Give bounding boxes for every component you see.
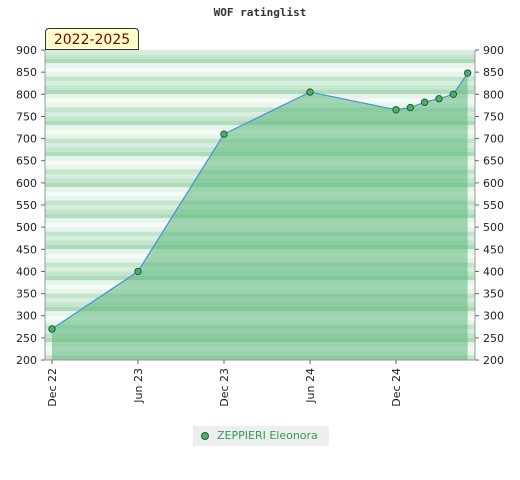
band xyxy=(45,107,475,112)
y-tick-label-left: 550 xyxy=(16,199,37,212)
band xyxy=(45,50,475,55)
y-tick-label-left: 450 xyxy=(16,243,37,256)
data-point[interactable]: Jun 2023: 400 xyxy=(134,267,142,276)
y-tick-label-right: 200 xyxy=(483,354,504,367)
y-tick-label-left: 750 xyxy=(16,110,37,123)
y-tick-label-left: 400 xyxy=(16,265,37,278)
series-line xyxy=(51,72,469,330)
band xyxy=(45,94,475,99)
x-tick-label: Jun 24 xyxy=(304,368,317,404)
band xyxy=(45,67,475,73)
data-point[interactable]: May 2025: 848 xyxy=(463,69,472,77)
band xyxy=(45,85,475,90)
period-badge: 2022-2025 xyxy=(45,28,139,50)
points-layer[interactable]: Dec 2022: 270 Jun 2023: 400 Dec 2023: 710 J… xyxy=(48,69,472,333)
x-tick-label: Dec 23 xyxy=(218,368,231,407)
band xyxy=(45,63,475,68)
band xyxy=(45,98,475,104)
y-tick-label-right: 350 xyxy=(483,288,504,301)
band xyxy=(45,89,475,95)
band xyxy=(45,76,475,81)
y-tick-label-left: 800 xyxy=(16,88,37,101)
y-ticks: 900 900 850 850 800 800 750 750 700 700 650 650 600 6… xyxy=(16,44,504,367)
band xyxy=(45,103,475,108)
y-tick-label-left: 600 xyxy=(16,177,37,190)
y-tick-label-left: 650 xyxy=(16,155,37,168)
legend-label: ZEPPIERI Eleonora xyxy=(217,429,318,442)
legend-marker xyxy=(201,432,209,440)
data-point[interactable]: Dec 2022: 270 xyxy=(48,325,56,333)
y-tick-label-left: 250 xyxy=(16,332,37,345)
y-tick-label-right: 550 xyxy=(483,199,504,212)
legend[interactable]: ZEPPIERI Eleonora xyxy=(193,426,329,446)
data-point[interactable]: Mar 2025: 790 xyxy=(435,95,443,103)
band xyxy=(45,81,475,86)
band xyxy=(45,112,475,117)
y-tick-label-right: 900 xyxy=(483,44,504,57)
data-point[interactable]: Feb 2025: 782 xyxy=(420,98,429,106)
y-tick-label-right: 800 xyxy=(483,88,504,101)
y-tick-label-left: 350 xyxy=(16,288,37,301)
series-area xyxy=(52,73,468,361)
line-layer xyxy=(51,72,469,330)
y-tick-label-left: 700 xyxy=(16,133,37,146)
x-tick-label: Dec 22 xyxy=(46,368,59,407)
band xyxy=(45,58,475,64)
data-point[interactable]: Jan 2025: 770 xyxy=(406,103,415,112)
y-tick-label-right: 400 xyxy=(483,265,504,278)
x-tick-label: Dec 24 xyxy=(390,368,403,407)
y-tick-label-right: 500 xyxy=(483,221,504,234)
y-tick-label-right: 700 xyxy=(483,133,504,146)
y-tick-label-right: 250 xyxy=(483,332,504,345)
x-ticks: Dec 22 Jun 23 Dec 23 Jun 24 Dec 24 xyxy=(46,360,403,407)
y-tick-label-left: 500 xyxy=(16,221,37,234)
y-tick-label-right: 300 xyxy=(483,310,504,323)
x-tick-label: Jun 23 xyxy=(132,368,145,404)
y-tick-label-left: 300 xyxy=(16,310,37,323)
y-tick-label-left: 900 xyxy=(16,44,37,57)
y-tick-label-left: 850 xyxy=(16,66,37,79)
data-point[interactable]: Dec 2024: 765 xyxy=(392,106,400,114)
y-tick-label-right: 600 xyxy=(483,177,504,190)
y-tick-label-right: 650 xyxy=(483,155,504,168)
y-tick-label-right: 450 xyxy=(483,243,504,256)
band xyxy=(45,72,475,77)
area-layer xyxy=(52,73,468,361)
data-point[interactable]: Jun 2024: 805 xyxy=(306,88,314,96)
band xyxy=(45,54,475,59)
rating-chart: 900 900 850 850 800 800 750 750 700 700 650 650 600 6… xyxy=(16,44,504,407)
y-tick-label-left: 200 xyxy=(16,354,37,367)
y-tick-label-right: 850 xyxy=(483,66,504,79)
y-tick-label-right: 750 xyxy=(483,110,504,123)
data-point[interactable]: Dec 2023: 710 xyxy=(220,130,228,138)
chart-title: WOF ratinglist xyxy=(213,6,307,19)
data-point[interactable]: Apr 2025: 800 xyxy=(449,90,458,98)
